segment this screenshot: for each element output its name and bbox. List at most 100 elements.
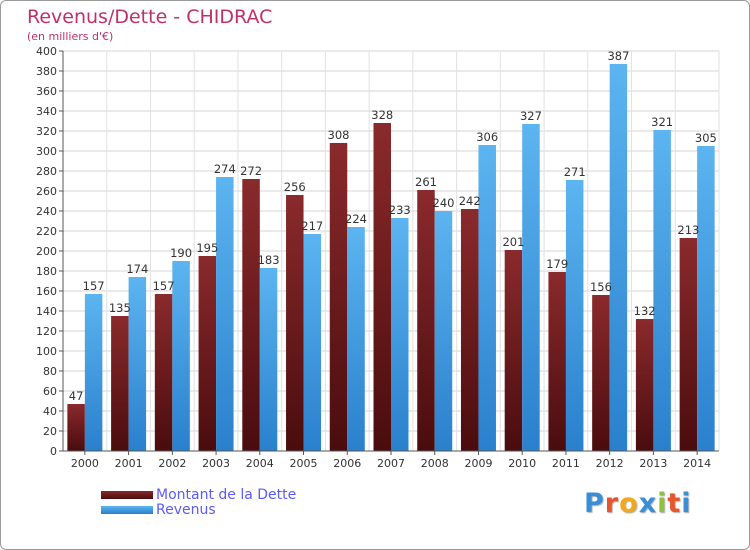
y-tick-label: 240 [36,205,57,218]
y-tick-label: 260 [36,185,57,198]
data-label-dette: 213 [677,223,699,237]
data-label-dette: 195 [196,241,218,255]
chart-subtitle: (en milliers d'€) [27,30,114,43]
x-tick-label: 2009 [464,457,492,470]
data-label-revenus: 174 [126,262,148,276]
x-tick-label: 2008 [421,457,449,470]
bars [67,64,715,451]
bar-dette [111,316,129,451]
bar-dette [67,404,85,451]
legend-swatch-debt [101,491,153,499]
axes: 0 20 40 60 80 100 120 140 160 180 200 220 240 260 280 3… [36,45,719,470]
x-tick-label: 2004 [246,457,274,470]
x-tick-label: 2000 [71,457,99,470]
logo-letter: P [584,488,605,519]
legend-item-revenus: Revenus [101,502,216,518]
data-label-revenus: 387 [607,49,629,63]
data-label-dette: 242 [459,194,481,208]
data-label-dette: 272 [240,164,262,178]
y-tick-label: 400 [36,45,57,58]
bar-revenus [609,64,628,451]
x-tick-label: 2007 [377,457,405,470]
data-label-dette: 157 [153,279,175,293]
x-tick-label: 2005 [290,457,318,470]
bar-revenus [565,180,584,451]
data-label-revenus: 274 [214,162,236,176]
legend-label-debt: Montant de la Dette [156,487,297,503]
bar-dette [635,319,654,451]
bar-dette [460,209,479,451]
y-tick-label: 300 [36,145,57,158]
bar-revenus [128,277,147,451]
y-tick-label: 140 [36,305,57,318]
data-label-dette: 132 [634,304,656,318]
y-tick-label: 180 [36,265,57,278]
y-tick-label: 220 [36,225,57,238]
data-label-revenus: 240 [433,196,455,210]
bar-dette [154,294,173,451]
bar-dette [329,143,348,451]
bar-dette [679,238,698,451]
y-tick-label: 100 [36,345,57,358]
y-tick-label: 40 [43,405,57,418]
data-label-dette: 256 [284,180,306,194]
proxiti-logo: Proxiti [584,488,692,519]
data-label-dette: 261 [415,175,437,189]
data-label-revenus: 271 [564,165,586,179]
bar-dette [373,123,391,451]
data-label-dette: 47 [69,389,84,403]
logo-letter: i [681,488,692,519]
x-tick-label: 2001 [115,457,143,470]
data-label-revenus: 233 [389,203,411,217]
bar-revenus [172,261,190,451]
y-tick-label: 80 [43,365,57,378]
x-tick-label: 2013 [639,457,667,470]
data-label-dette: 308 [328,128,350,142]
bar-revenus [303,234,322,451]
bar-dette [504,250,523,451]
logo-letter: t [667,488,682,519]
y-tick-label: 340 [36,105,57,118]
data-label-dette: 156 [590,280,612,294]
legend-swatch-revenus [101,506,153,514]
x-tick-label: 2012 [596,457,624,470]
data-label-revenus: 157 [83,279,105,293]
bar-revenus [259,268,278,451]
x-tick-label: 2014 [683,457,711,470]
data-label-revenus: 321 [651,115,673,129]
bar-dette [198,256,217,451]
data-label-revenus: 217 [301,219,323,233]
legend-item-debt: Montant de la Dette [101,487,296,503]
data-label-dette: 328 [371,108,393,122]
bar-dette [286,195,304,451]
bar-dette [548,272,566,451]
y-tick-label: 380 [36,65,57,78]
bar-revenus [478,145,496,451]
x-tick-label: 2010 [508,457,536,470]
logo-letter: r [604,488,620,519]
y-tick-label: 320 [36,125,57,138]
bar-dette [242,179,260,451]
chart-title: Revenus/Dette - CHIDRAC [27,6,273,28]
logo-letter: x [638,488,658,519]
data-label-revenus: 305 [695,131,717,145]
data-label-dette: 135 [109,301,131,315]
legend-label-revenus: Revenus [156,502,216,518]
data-label-dette: 201 [502,235,524,249]
data-label-revenus: 327 [520,109,542,123]
data-labels: 47 157 135 174 157 190 195 274 272 183 256 217 308 22… [69,49,717,403]
bar-revenus [216,177,234,451]
data-label-revenus: 224 [345,212,367,226]
x-tick-label: 2002 [158,457,186,470]
bar-revenus [84,294,103,451]
bar-revenus [434,211,453,451]
y-tick-label: 60 [43,385,57,398]
bar-dette [417,190,435,451]
x-tick-label: 2006 [333,457,361,470]
logo-letter: i [657,488,668,519]
y-tick-label: 20 [43,425,57,438]
bar-revenus [522,124,540,451]
bar-revenus [697,146,715,451]
